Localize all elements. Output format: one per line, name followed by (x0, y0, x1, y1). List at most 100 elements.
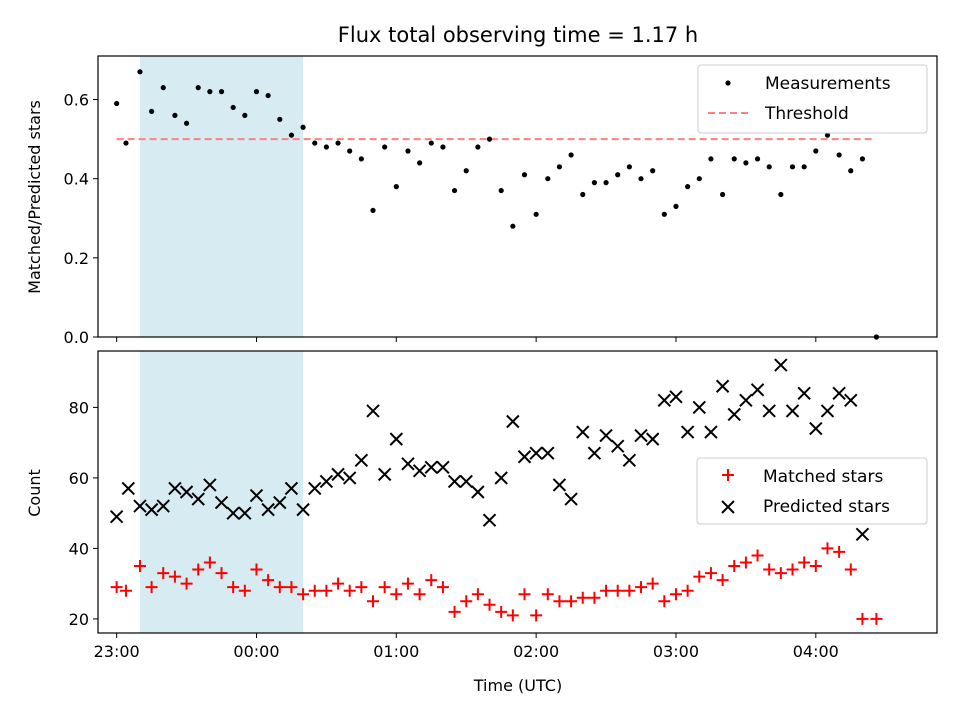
measurement-point (615, 172, 621, 178)
predicted-star-point (774, 358, 788, 372)
predicted-star-point (284, 481, 299, 496)
measurement-point (591, 180, 598, 186)
measurement-point (323, 144, 329, 150)
predicted-star-point (179, 485, 194, 499)
matched-star-point (646, 577, 659, 590)
matched-star-point (728, 560, 741, 573)
predicted-star-point (226, 506, 240, 520)
measurement-point (288, 132, 295, 138)
y-tick-label: 80 (69, 398, 89, 417)
predicted-star-point (471, 485, 485, 499)
measurement-point (265, 92, 271, 99)
measurement-point (754, 156, 761, 162)
measurement-point (719, 191, 726, 198)
x-tick-label: 01:00 (373, 642, 419, 661)
measurement-point (393, 184, 399, 190)
axes-frame (97, 350, 938, 634)
measurement-point (731, 156, 737, 162)
matched-star-point (180, 577, 193, 590)
matched-star-point (821, 542, 834, 555)
measurement-point (230, 104, 236, 111)
predicted-star-point (238, 506, 252, 520)
measurement-point (824, 132, 831, 138)
matched-star-point (856, 612, 869, 625)
matched-star-point (119, 584, 132, 597)
matched-star-point (215, 567, 228, 580)
predicted-star-point (109, 509, 124, 524)
matched-star-point (716, 574, 729, 587)
matched-star-point (611, 584, 624, 597)
predicted-star-point (308, 481, 322, 496)
predicted-star-point (611, 439, 625, 453)
matched-star-point (774, 567, 787, 580)
predicted-star-point (249, 488, 264, 503)
predicted-star-point (541, 446, 555, 460)
x-tick-label: 02:00 (513, 642, 559, 661)
measurement-point (521, 172, 528, 178)
measurement-point (568, 152, 574, 158)
predicted-star-point (622, 453, 637, 467)
matched-star-point (541, 588, 554, 601)
matched-star-point (681, 584, 694, 597)
measurement-point (848, 168, 854, 174)
predicted-star-point (820, 404, 835, 418)
measurement-point (137, 69, 143, 75)
predicted-star-point (424, 460, 438, 475)
predicted-star-point (576, 425, 590, 439)
predicted-star-point (389, 432, 404, 446)
matched-star-point (192, 563, 205, 576)
predicted-star-point (564, 492, 578, 506)
matched-star-point (285, 581, 298, 594)
predicted-star-point (727, 407, 741, 422)
predicted-star-point (832, 386, 846, 401)
predicted-star-point (680, 425, 695, 439)
legend-box (697, 64, 928, 134)
matched-star-point (506, 609, 519, 622)
highlight-span (139, 56, 304, 337)
predicted-star-point (459, 474, 473, 489)
predicted-star-point (529, 446, 543, 460)
measurement-point (218, 89, 225, 95)
matched-star-point (635, 581, 648, 594)
predicted-star-point (750, 383, 765, 397)
matched-star-point (401, 577, 414, 590)
measurement-point (253, 89, 260, 95)
matched-star-point (798, 556, 811, 569)
predicted-star-point (844, 393, 858, 408)
matched-star-point (262, 574, 275, 587)
legend-label-predicted: Predicted stars (763, 497, 890, 517)
legend-top: Measurements Threshold (697, 64, 928, 134)
x-tick-label: 03:00 (653, 642, 699, 661)
predicted-star-point (704, 425, 718, 439)
measurement-point (708, 156, 714, 162)
predicted-star-point (168, 481, 182, 496)
matched-star-point (308, 584, 321, 597)
measurement-point (195, 85, 201, 91)
matched-star-point (133, 560, 146, 573)
matched-star-point (203, 556, 216, 569)
predicted-star-point (273, 495, 287, 510)
measurement-point (207, 89, 213, 95)
matched-star-point (495, 605, 508, 618)
predicted-star-point (506, 414, 520, 429)
measurement-point (673, 203, 679, 209)
predicted-star-point (692, 400, 706, 415)
legend-bottom: Matched stars Predicted stars (696, 457, 928, 525)
predicted-star-point (366, 404, 380, 418)
measurement-point (382, 144, 388, 150)
measurement-point (603, 180, 609, 186)
predicted-star-point (191, 492, 205, 506)
predicted-star-point (447, 474, 462, 489)
matched-star-point (833, 545, 846, 558)
measurement-point (149, 108, 155, 115)
predicted-star-point (634, 428, 648, 443)
matched-star-point (658, 595, 671, 608)
predicted-star-point (762, 404, 776, 418)
matched-star-point (763, 563, 776, 576)
matched-star-point (448, 605, 461, 618)
measurement-point (160, 85, 166, 91)
predicted-star-point (587, 446, 602, 460)
measurement-point (312, 140, 318, 146)
y-tick-label: 0.4 (64, 170, 89, 189)
